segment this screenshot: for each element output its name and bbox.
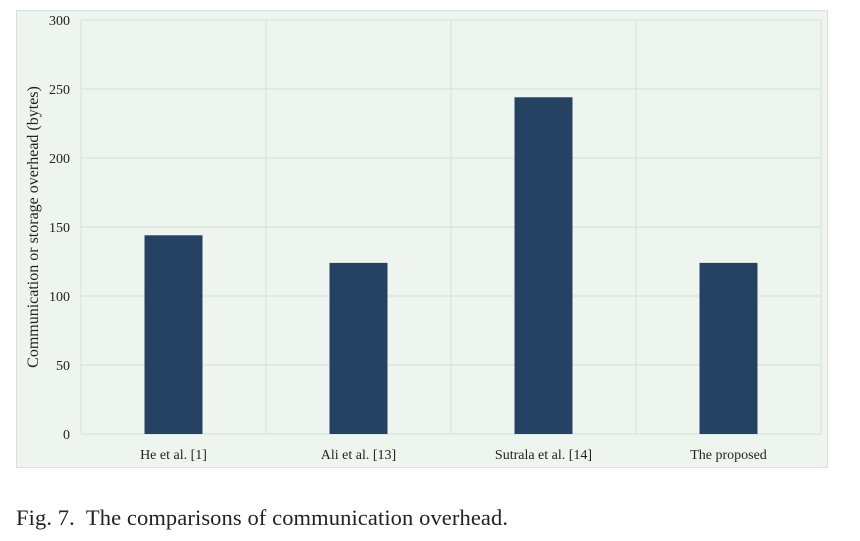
bar: [699, 262, 758, 434]
y-tick-label: 100: [49, 290, 70, 305]
x-tick-label: He et al. [1]: [140, 448, 207, 463]
y-tick-label: 0: [63, 428, 70, 443]
bar: [144, 235, 203, 434]
tick-layer: 0 50 100 150 200 250 300 He et al. [1] Ali et al…: [49, 14, 767, 463]
x-tick-label: Sutrala et al. [14]: [495, 448, 592, 463]
y-tick-label: 250: [49, 83, 70, 98]
caption-label: Fig. 7.: [16, 505, 75, 530]
y-tick-label: 300: [49, 14, 70, 29]
x-tick-label: Ali et al. [13]: [321, 448, 396, 463]
y-tick-label: 150: [49, 221, 70, 236]
y-axis-title: Communication or storage overhead (bytes…: [25, 86, 42, 368]
y-tick-label: 50: [56, 359, 70, 374]
bar-layer: [144, 97, 758, 434]
bar-chart: 0 50 100 150 200 250 300 He et al. [1] Ali et al…: [25, 14, 822, 463]
figure-caption: Fig. 7. The comparisons of communication…: [16, 505, 508, 531]
x-tick-label: The proposed: [690, 448, 767, 463]
bar: [514, 97, 573, 434]
y-tick-label: 200: [49, 152, 70, 167]
caption-text: The comparisons of communication overhea…: [85, 505, 509, 530]
bar: [329, 262, 388, 434]
grid-layer: [80, 19, 822, 435]
